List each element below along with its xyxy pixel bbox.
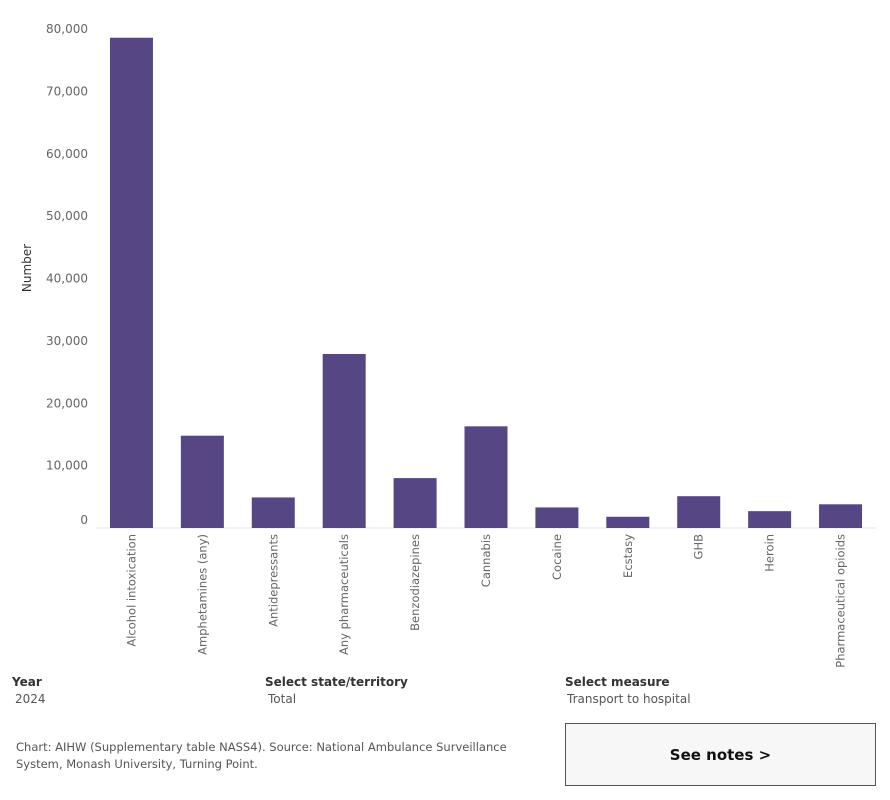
bar[interactable] (109, 37, 153, 529)
bar[interactable] (748, 511, 792, 528)
measure-filter-value[interactable]: Transport to hospital (567, 692, 691, 706)
see-notes-button[interactable]: See notes > (565, 723, 876, 786)
y-tick-label: 80,000 (46, 22, 88, 36)
x-tick-label: Amphetamines (any) (195, 534, 209, 655)
measure-filter-label: Select measure (565, 675, 670, 689)
bar[interactable] (606, 516, 650, 528)
bar[interactable] (535, 507, 579, 528)
x-tick-label: Pharmaceutical opioids (834, 534, 848, 668)
bar[interactable] (251, 497, 295, 528)
x-tick-label: GHB (692, 534, 706, 560)
y-tick-label: 70,000 (46, 84, 88, 98)
x-tick-label: Ecstasy (621, 534, 635, 578)
y-tick-label: 60,000 (46, 147, 88, 161)
state-filter-label: Select state/territory (265, 675, 408, 689)
y-tick-label: 0 (80, 513, 88, 527)
bar[interactable] (180, 435, 224, 528)
x-tick-label: Cocaine (550, 534, 564, 580)
y-tick-label: 40,000 (46, 272, 88, 286)
x-tick-label: Cannabis (479, 534, 493, 587)
x-tick-label: Benzodiazepines (408, 534, 422, 631)
x-tick-label: Any pharmaceuticals (337, 534, 351, 655)
x-tick-label: Alcohol intoxication (124, 534, 138, 647)
state-filter-value[interactable]: Total (268, 692, 297, 706)
x-axis: Alcohol intoxication Amphetamines (any) An… (124, 534, 847, 668)
chart-source-footnote: Chart: AIHW (Supplementary table NASS4).… (16, 740, 507, 771)
y-tick-label: 10,000 (46, 459, 88, 473)
bar[interactable] (464, 426, 508, 528)
y-axis: 0 10,000 20,000 30,000 40,000 50,000 60,000 70,… (46, 22, 88, 527)
bar-chart: 0 10,000 20,000 30,000 40,000 50,000 60,000 70,… (20, 22, 876, 668)
bar[interactable] (322, 353, 366, 528)
y-tick-label: 20,000 (46, 396, 88, 410)
y-axis-label: Number (20, 244, 34, 292)
bars (109, 37, 863, 529)
bar[interactable] (677, 496, 721, 528)
year-filter-value[interactable]: 2024 (15, 692, 46, 706)
year-filter-label: Year (12, 675, 42, 689)
bar[interactable] (393, 478, 437, 528)
x-tick-label: Heroin (763, 534, 777, 572)
y-tick-label: 50,000 (46, 209, 88, 223)
y-tick-label: 30,000 (46, 334, 88, 348)
x-tick-label: Antidepressants (266, 534, 280, 627)
bar[interactable] (819, 504, 863, 528)
